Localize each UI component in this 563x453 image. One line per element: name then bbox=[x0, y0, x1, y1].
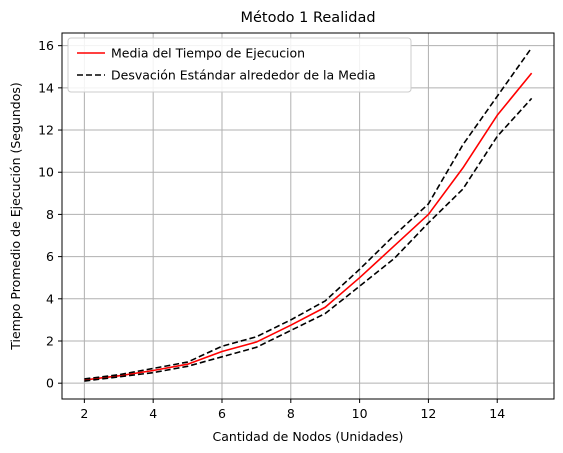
x-tick-label: 14 bbox=[489, 406, 505, 421]
legend-label: Media del Tiempo de Ejecucion bbox=[111, 46, 305, 61]
legend-box bbox=[67, 37, 412, 93]
y-tick-label: 14 bbox=[38, 80, 54, 95]
y-tick-label: 2 bbox=[46, 333, 54, 348]
plot-frame bbox=[61, 32, 555, 400]
x-tick-label: 12 bbox=[420, 406, 436, 421]
x-tick-label: 2 bbox=[80, 406, 88, 421]
y-tick-label: 6 bbox=[46, 249, 54, 264]
ticks: 2 4 6 8 10 12 14 0 2 4 6 8 10 12 14 16 bbox=[38, 38, 505, 421]
legend: Media del Tiempo de Ejecucion Desvación E… bbox=[67, 37, 412, 93]
y-tick-label: 4 bbox=[46, 291, 54, 306]
y-axis-label: Tiempo Promedio de Ejecución (Segundos) bbox=[8, 82, 23, 350]
y-tick-label: 10 bbox=[38, 165, 54, 180]
x-tick-label: 8 bbox=[287, 406, 295, 421]
x-tick-label: 4 bbox=[149, 406, 157, 421]
series-line-std-lower bbox=[84, 97, 533, 382]
series-line-mean bbox=[84, 72, 533, 381]
x-axis-label: Cantidad de Nodos (Unidades) bbox=[213, 429, 404, 444]
x-tick-label: 10 bbox=[352, 406, 368, 421]
y-tick-label: 12 bbox=[38, 123, 54, 138]
y-tick-label: 8 bbox=[46, 207, 54, 222]
series-group bbox=[84, 47, 533, 382]
y-tick-label: 16 bbox=[38, 38, 54, 53]
x-tick-label: 6 bbox=[218, 406, 226, 421]
series-line-std-upper bbox=[84, 47, 533, 380]
legend-label: Desvación Estándar alrededor de la Media bbox=[111, 68, 376, 83]
chart-title: Método 1 Realidad bbox=[240, 10, 375, 26]
y-tick-label: 0 bbox=[46, 376, 54, 391]
